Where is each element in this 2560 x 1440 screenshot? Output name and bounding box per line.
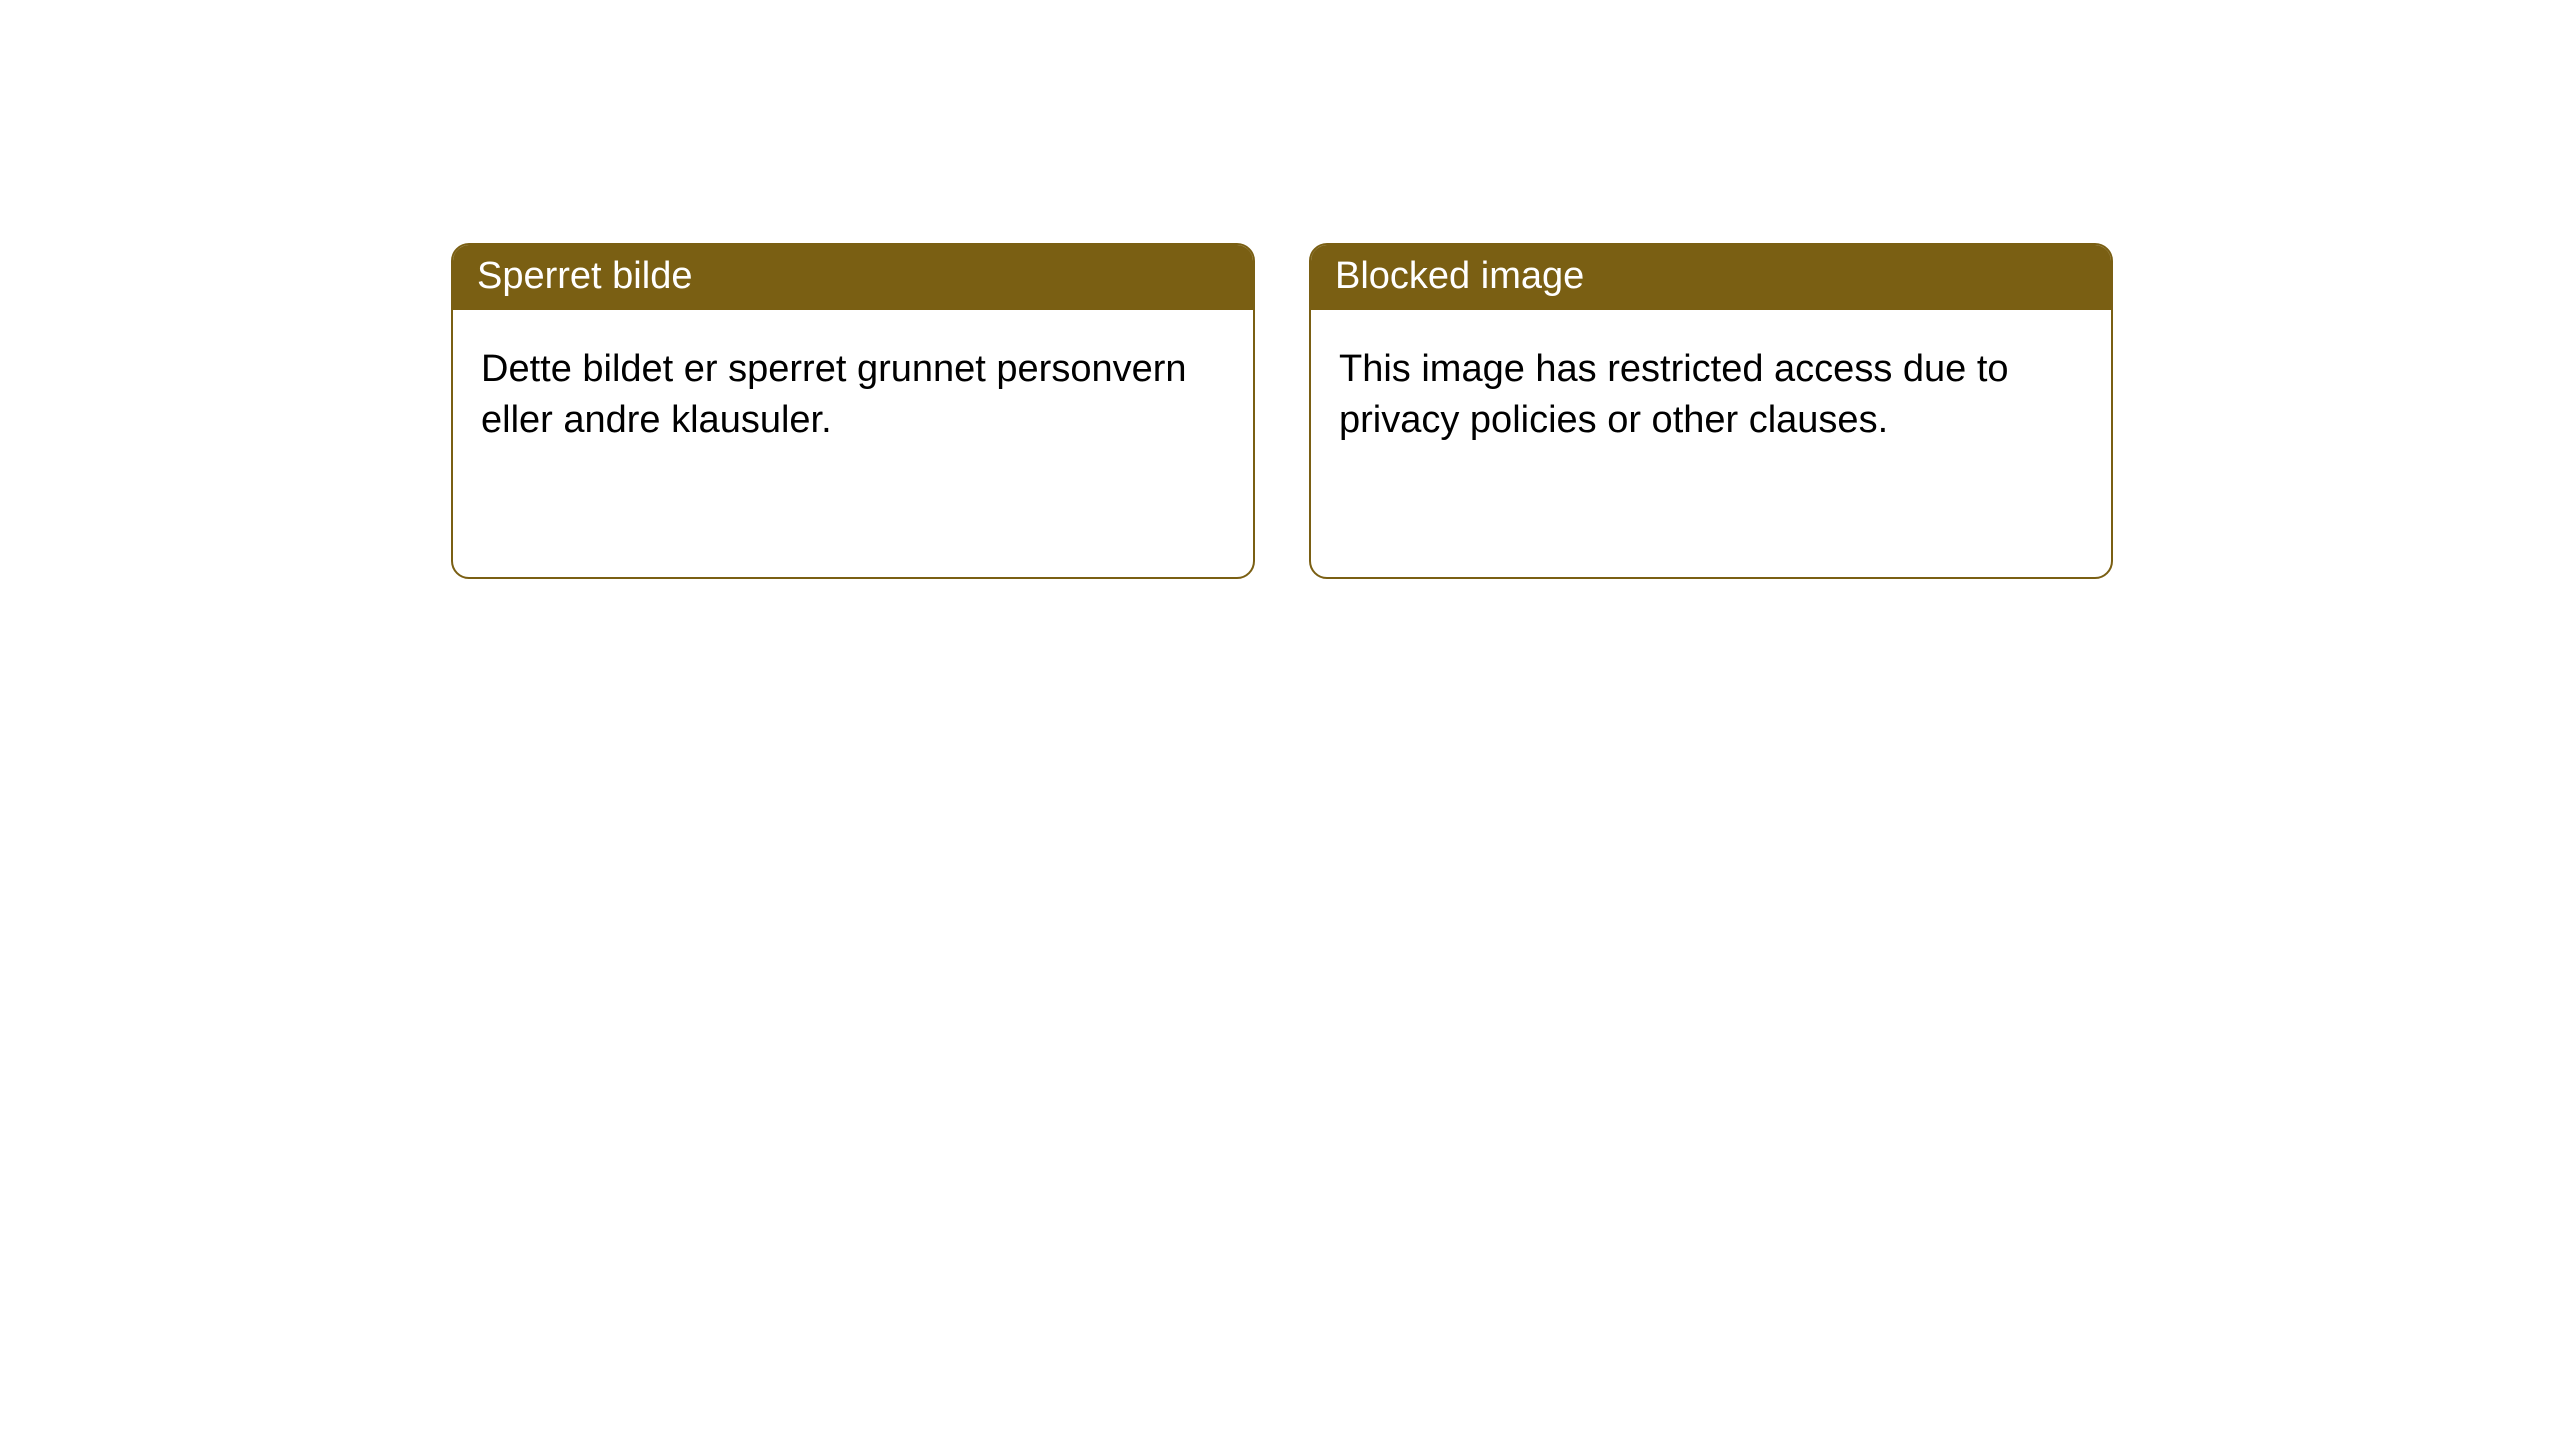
cards-container: Sperret bilde Dette bildet er sperret gr… [451, 243, 2113, 579]
blocked-image-card-no: Sperret bilde Dette bildet er sperret gr… [451, 243, 1255, 579]
card-title-no: Sperret bilde [477, 255, 692, 297]
card-header-en: Blocked image [1311, 245, 2111, 310]
card-body-no: Dette bildet er sperret grunnet personve… [453, 310, 1253, 481]
blocked-image-card-en: Blocked image This image has restricted … [1309, 243, 2113, 579]
card-body-text-en: This image has restricted access due to … [1339, 348, 2009, 441]
card-header-no: Sperret bilde [453, 245, 1253, 310]
card-body-text-no: Dette bildet er sperret grunnet personve… [481, 348, 1187, 441]
card-title-en: Blocked image [1335, 255, 1584, 297]
card-body-en: This image has restricted access due to … [1311, 310, 2111, 481]
